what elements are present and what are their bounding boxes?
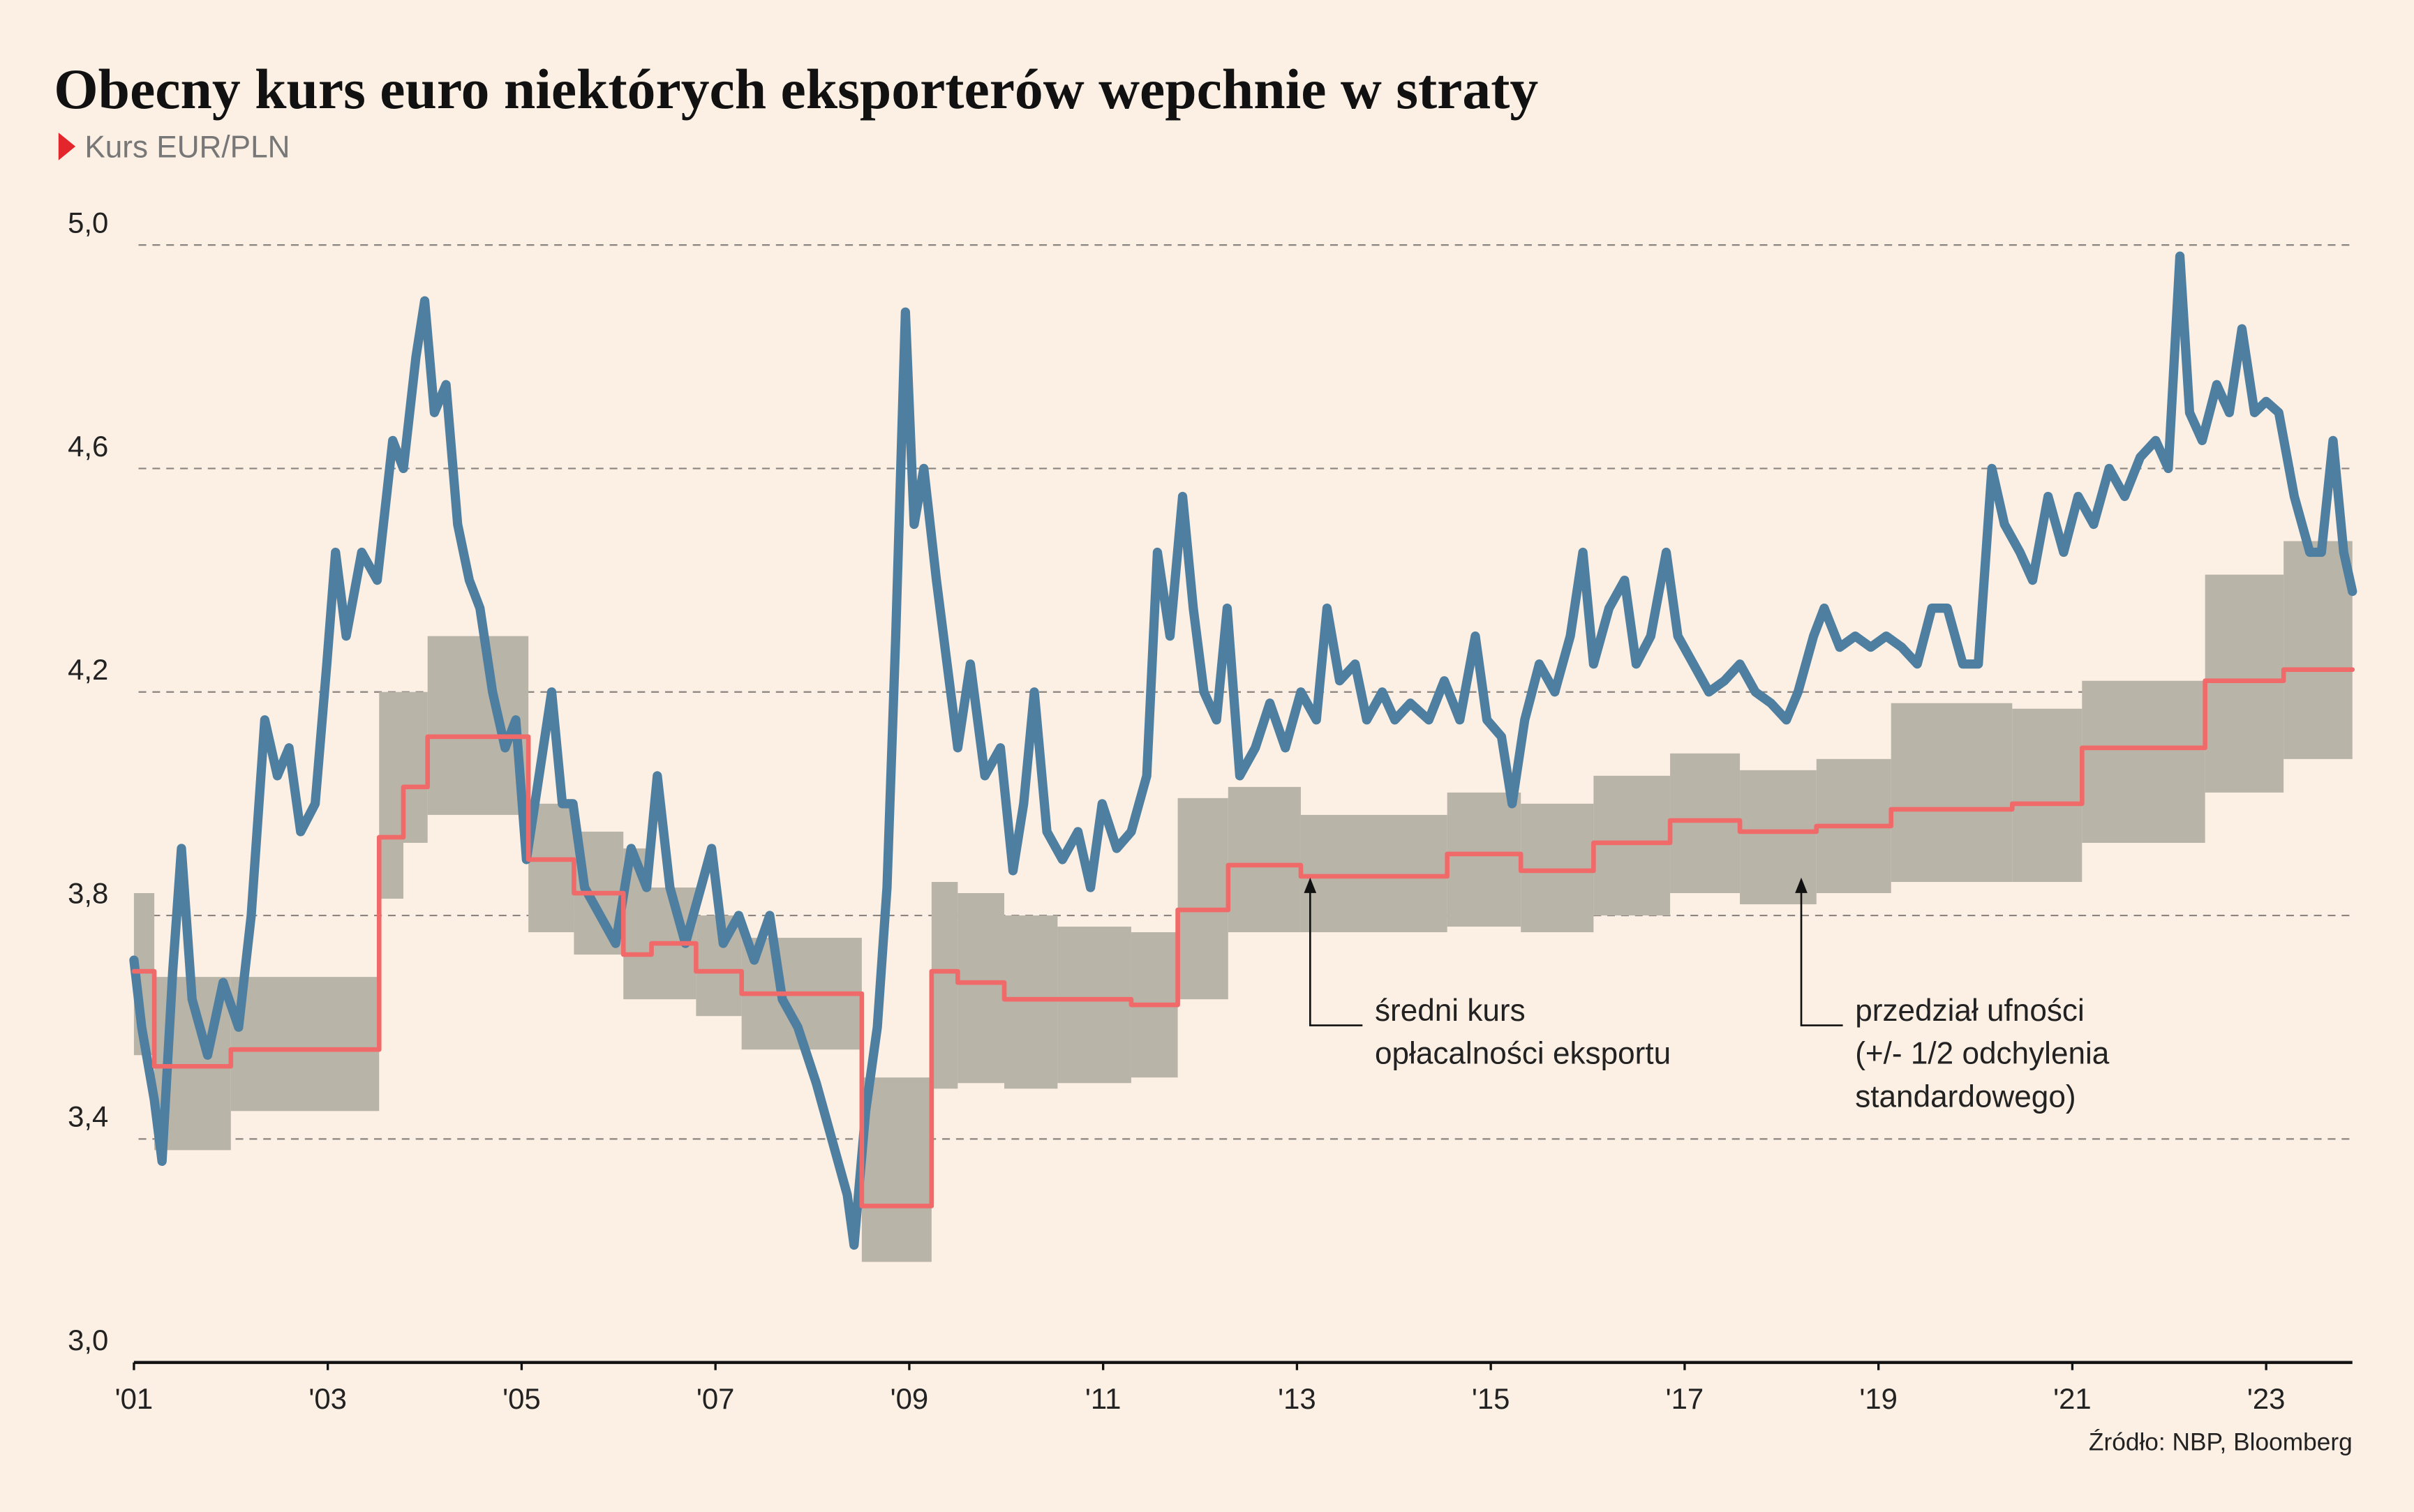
annotation-text: standardowego): [1855, 1079, 2076, 1114]
y-tick-label: 5,0: [68, 206, 108, 239]
x-tick-label: '17: [1666, 1382, 1704, 1415]
confidence-band: [2082, 680, 2205, 843]
x-tick-label: '07: [696, 1382, 735, 1415]
x-tick-label: '05: [502, 1382, 541, 1415]
y-tick-label: 3,4: [68, 1100, 108, 1133]
confidence-band: [2283, 541, 2353, 759]
x-tick-label: '03: [308, 1382, 347, 1415]
x-tick-label: '13: [1278, 1382, 1316, 1415]
confidence-band: [1447, 792, 1521, 927]
x-tick-label: '21: [2053, 1382, 2092, 1415]
confidence-band: [2012, 708, 2083, 882]
annotation-arrow: [1304, 877, 1317, 893]
y-tick-label: 3,8: [68, 876, 108, 909]
confidence-band: [1300, 814, 1447, 933]
confidence-band: [1670, 753, 1741, 894]
annotation-leader: [1800, 890, 1843, 1026]
confidence-band: [1521, 803, 1594, 933]
confidence-band: [1593, 775, 1671, 916]
x-tick-label: '15: [1472, 1382, 1510, 1415]
confidence-band: [1891, 703, 2013, 882]
confidence-band: [379, 691, 403, 899]
confidence-band: [1057, 927, 1131, 1084]
x-tick-label: '19: [1859, 1382, 1898, 1415]
confidence-band: [230, 977, 380, 1111]
confidence-band: [2205, 574, 2284, 793]
x-tick-label: '11: [1085, 1382, 1122, 1415]
step-line: [131, 667, 2355, 1208]
x-tick-label: '01: [115, 1382, 154, 1415]
source: Źródło: NBP, Bloomberg: [2089, 1428, 2353, 1455]
confidence-band: [958, 893, 1005, 1084]
annotation-arrow: [1795, 877, 1808, 893]
confidence-band: [1228, 786, 1301, 933]
confidence-band: [1177, 798, 1228, 1000]
annotation-text: średni kurs: [1375, 994, 1526, 1028]
x-tick-label: '23: [2247, 1382, 2286, 1415]
annotation-text: (+/- 1/2 odchylenia: [1855, 1037, 2110, 1071]
y-tick-label: 4,6: [68, 430, 108, 463]
annotation-text: opłacalności eksportu: [1375, 1037, 1671, 1071]
confidence-band: [861, 1077, 932, 1262]
plot-area: 3,0 3,4 3,8 4,2 4,6 5,0 '01 '03 '05 '07 '09 '11 '13 '…: [68, 206, 2357, 1415]
y-tick-label: 3,0: [68, 1324, 108, 1356]
confidence-band: [403, 691, 428, 843]
chart-title: Obecny kurs euro niektórych eksporterów …: [54, 57, 1538, 121]
annotation-text: przedział ufności: [1855, 994, 2085, 1028]
confidence-band: [931, 881, 958, 1089]
chart-subtitle: Kurs EUR/PLN: [84, 130, 290, 164]
y-tick-label: 4,2: [68, 653, 108, 686]
x-tick-label: '09: [891, 1382, 929, 1415]
annotation-leader: [1309, 890, 1363, 1026]
grid: 3,0 3,4 3,8 4,2 4,6 5,0: [68, 206, 2353, 1356]
confidence-band: [1004, 915, 1058, 1089]
subtitle-marker: [58, 133, 76, 160]
confidence-band: [1740, 770, 1817, 905]
line: [129, 251, 2357, 1250]
